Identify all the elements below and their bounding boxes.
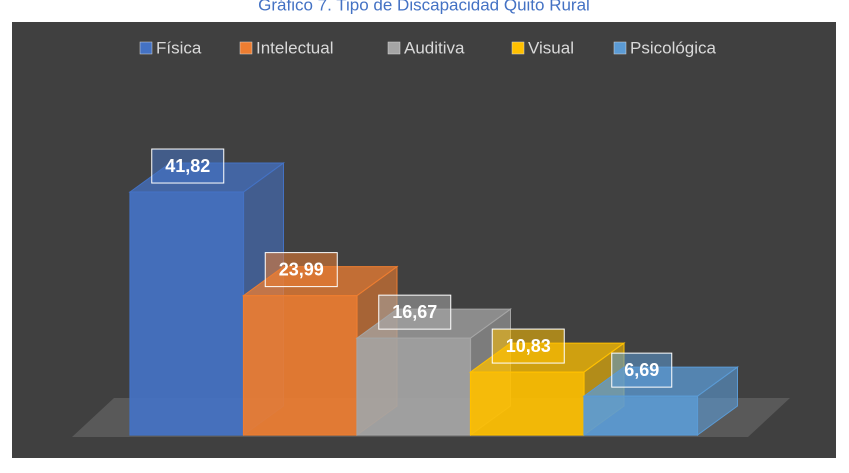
value-label-box [151, 148, 225, 184]
value-label: 41,82 [165, 156, 210, 176]
legend-label: Psicológica [630, 38, 717, 57]
bar [242, 295, 358, 436]
value-label-box [264, 252, 338, 288]
legend-label: Visual [528, 38, 574, 57]
value-label: 6,69 [624, 360, 659, 380]
legend-swatch [139, 41, 153, 55]
legend-label: Física [156, 38, 202, 57]
value-label: 10,83 [506, 336, 551, 356]
bar [129, 191, 245, 436]
value-label: 23,99 [279, 259, 324, 279]
legend-swatch [387, 41, 401, 55]
value-label: 16,67 [392, 302, 437, 322]
legend-swatch [511, 41, 525, 55]
chart-title: Gráfico 7. Tipo de Discapacidad Quito Ru… [258, 0, 590, 14]
bar [356, 337, 472, 436]
value-label-box [611, 352, 673, 388]
value-label-box [378, 294, 452, 330]
legend-swatch [613, 41, 627, 55]
legend-label: Auditiva [404, 38, 465, 57]
bar [469, 371, 585, 436]
value-label-box [491, 328, 565, 364]
bar [583, 395, 699, 436]
legend-label: Intelectual [256, 38, 334, 57]
legend-swatch [239, 41, 253, 55]
